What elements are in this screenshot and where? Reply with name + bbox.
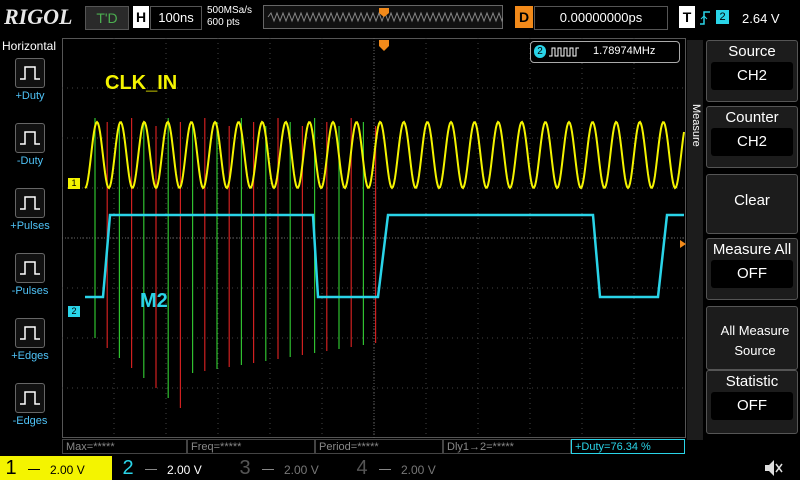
left-menu-item[interactable]: +Pulses: [2, 186, 58, 248]
waveform-display: [62, 38, 686, 438]
button-label: All Measure Source: [720, 323, 790, 358]
button-value: OFF: [711, 392, 793, 420]
channel1-marker: 1: [68, 178, 80, 189]
pulse-icon: [20, 326, 40, 340]
channel-tab[interactable]: 3 2.00 V: [234, 456, 346, 480]
measurement: +Duty=76.34 %: [571, 439, 685, 454]
measurement: Max=*****: [62, 439, 187, 454]
left-menu-item[interactable]: +Duty: [2, 56, 58, 118]
channel-number: 3: [239, 457, 251, 479]
menu-label: +Edges: [11, 350, 49, 362]
menu-label: +Duty: [15, 90, 45, 102]
left-menu-item[interactable]: +Edges: [2, 316, 58, 378]
channel-number: 2: [122, 457, 134, 479]
channel2-label: M2: [140, 290, 168, 312]
right-menu-button[interactable]: Source CH2: [706, 40, 798, 102]
channel1-label: CLK_IN: [105, 72, 178, 94]
left-menu-item[interactable]: -Pulses: [2, 251, 58, 313]
coupling-icon: [145, 469, 157, 470]
trigger-status: T'D: [85, 6, 129, 30]
channel2-marker: 2: [68, 306, 80, 317]
trigger-source: 2: [716, 10, 729, 24]
measurement: Period=*****: [315, 439, 443, 454]
button-value: CH2: [711, 128, 793, 156]
right-menu-title: Measure: [690, 104, 702, 147]
channel-scale: 2.00 V: [401, 463, 436, 477]
channel-scale: 2.00 V: [284, 463, 319, 477]
counter-source: 2: [534, 45, 546, 58]
trigger-position-marker: [379, 40, 389, 51]
button-label: Source: [728, 43, 776, 60]
memory-overview: [263, 5, 503, 29]
left-menu-item[interactable]: -Edges: [2, 381, 58, 443]
delay[interactable]: 0.00000000ps: [534, 6, 668, 30]
right-menu-tab: Measure: [687, 40, 703, 440]
coupling-icon: [28, 469, 40, 470]
counter-value: 1.78974MHz: [593, 45, 656, 57]
button-label: Clear: [734, 192, 770, 209]
counter-box: 2 1.78974MHz: [530, 41, 680, 63]
right-menu-button[interactable]: Statistic OFF: [706, 370, 798, 434]
right-menu-button[interactable]: All Measure Source: [706, 306, 798, 370]
timebase[interactable]: 100ns: [150, 6, 202, 30]
measurement: Freq=*****: [187, 439, 315, 454]
channel1-waveform: [84, 120, 685, 190]
menu-label: -Pulses: [11, 285, 49, 297]
coupling-icon: [379, 469, 391, 470]
counter-icon: [549, 47, 579, 57]
pulse-icon: [20, 196, 40, 210]
pulse-icon: [20, 66, 40, 80]
right-menu-button[interactable]: Counter CH2: [706, 106, 798, 168]
button-label: Statistic: [725, 373, 779, 390]
menu-icon: [15, 318, 45, 348]
sample-rate: 500MSa/s: [207, 5, 253, 16]
button-value: CH2: [711, 62, 793, 90]
pulse-icon: [20, 261, 40, 275]
button-label: Counter: [725, 109, 779, 126]
speaker-icon[interactable]: [762, 458, 784, 478]
button-value: OFF: [711, 260, 793, 288]
channel2-waveform: [85, 213, 684, 299]
trigger-edge-icon: [700, 11, 710, 25]
menu-icon: [15, 123, 45, 153]
channel-scale: 2.00 V: [167, 463, 202, 477]
memory-depth: 600 pts: [207, 17, 240, 28]
channel-number: 4: [356, 457, 368, 479]
right-menu-button[interactable]: Clear: [706, 174, 798, 234]
menu-icon: [15, 253, 45, 283]
channel-tab[interactable]: 1 2.00 V: [0, 456, 112, 480]
coupling-icon: [262, 469, 274, 470]
menu-label: -Edges: [12, 415, 48, 427]
right-menu-button[interactable]: Measure All OFF: [706, 238, 798, 300]
left-menu-title: Horizontal: [2, 39, 57, 53]
delay-label: D: [515, 6, 533, 28]
brand: RIGOL: [4, 4, 73, 29]
menu-icon: [15, 58, 45, 88]
pulse-icon: [20, 391, 40, 405]
button-label: Measure All: [712, 241, 792, 258]
trigger-level-marker: [680, 240, 686, 248]
channel-tab[interactable]: 2 2.00 V: [117, 456, 229, 480]
measurement: Dly1→2=*****: [443, 439, 571, 454]
menu-label: +Pulses: [10, 220, 50, 232]
menu-icon: [15, 383, 45, 413]
channel-tab[interactable]: 4 2.00 V: [351, 456, 463, 480]
menu-icon: [15, 188, 45, 218]
trigger-label: T: [679, 6, 695, 28]
horizontal-label: H: [133, 6, 149, 28]
channel-number: 1: [5, 457, 17, 479]
left-menu-item[interactable]: -Duty: [2, 121, 58, 183]
pulse-icon: [20, 131, 40, 145]
menu-label: -Duty: [16, 155, 44, 167]
channel-scale: 2.00 V: [50, 463, 85, 477]
trigger-level: 2.64 V: [742, 11, 780, 26]
